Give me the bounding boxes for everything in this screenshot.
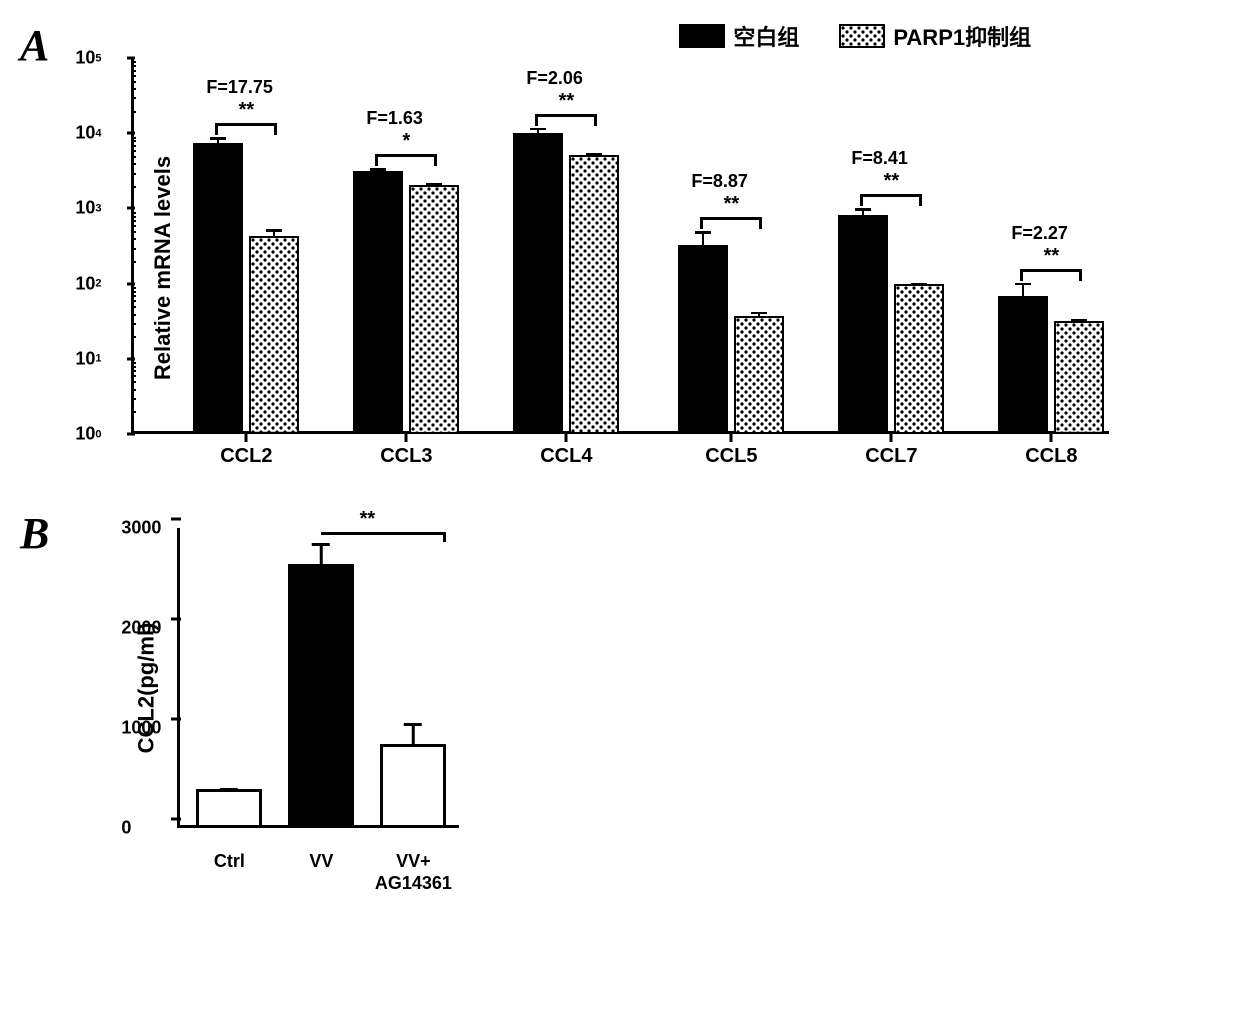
- x-category-label: CCL5: [705, 445, 757, 468]
- x-category-label: VV: [309, 852, 333, 872]
- x-tick-a: [245, 434, 248, 442]
- legend-item-parp1: PARP1抑制组: [839, 20, 1031, 52]
- sig-bracket: [860, 194, 922, 197]
- f-stat-label: F=2.06: [526, 68, 583, 89]
- sig-star: **: [239, 99, 255, 122]
- f-stat-label: F=8.87: [691, 171, 748, 192]
- bar: [894, 284, 944, 434]
- y-tick-b: 3000: [121, 518, 161, 539]
- sig-bracket: [215, 123, 277, 126]
- sig-bracket: [1020, 269, 1082, 272]
- chart-a: Relative mRNA levels 100101102103104105 …: [59, 58, 1109, 478]
- y-tick-a: 104: [75, 123, 101, 144]
- bar: [249, 236, 299, 434]
- bar: [513, 133, 563, 434]
- legend-item-blank: 空白组: [679, 20, 799, 52]
- y-tick-a: 105: [75, 48, 101, 69]
- x-category-label: AG14361: [375, 874, 452, 894]
- bar-group: [353, 171, 459, 434]
- bar: [196, 789, 262, 828]
- legend-swatch-pattern: [839, 24, 885, 48]
- sig-star: **: [884, 170, 900, 193]
- bar-group: [513, 133, 619, 434]
- y-tick-a: 101: [75, 348, 101, 369]
- bar: [288, 564, 354, 828]
- bar: [409, 185, 459, 434]
- bar: [193, 143, 243, 434]
- x-tick-a: [730, 434, 733, 442]
- y-tick-b: 0: [121, 818, 131, 839]
- bar: [734, 316, 784, 434]
- sig-bracket: [535, 114, 597, 117]
- sig-bracket: [375, 154, 437, 157]
- bar: [678, 245, 728, 435]
- panel-a-label: A: [20, 20, 49, 71]
- bar-group: [998, 296, 1104, 434]
- sig-star: **: [559, 90, 575, 113]
- bar: [1054, 321, 1104, 434]
- y-tick-b: 1000: [121, 718, 161, 739]
- bar: [380, 744, 446, 828]
- legend-label-parp1: PARP1抑制组: [893, 20, 1031, 52]
- y-tick-b: 2000: [121, 618, 161, 639]
- bar-group: [678, 245, 784, 435]
- legend-label-blank: 空白组: [733, 20, 799, 52]
- x-category-label: CCL2: [220, 445, 272, 468]
- f-stat-label: F=8.41: [851, 148, 908, 169]
- sig-star: **: [724, 193, 740, 216]
- sig-bracket: [700, 217, 762, 220]
- sig-star: **: [1044, 245, 1060, 268]
- sig-star: **: [360, 508, 376, 531]
- panel-b-label: B: [20, 508, 49, 559]
- y-tick-a: 100: [75, 424, 101, 445]
- chart-b: CCL2(pg/ml) 0100020003000 CtrlVVVV+AG143…: [109, 508, 469, 918]
- f-stat-label: F=2.27: [1011, 223, 1068, 244]
- f-stat-label: F=17.75: [206, 77, 273, 98]
- legend-swatch-solid: [679, 24, 725, 48]
- x-category-label: Ctrl: [214, 852, 245, 872]
- x-category-label: CCL4: [540, 445, 592, 468]
- x-tick-a: [565, 434, 568, 442]
- bar-group: [193, 143, 299, 434]
- x-tick-a: [405, 434, 408, 442]
- bar: [838, 215, 888, 434]
- sig-star: *: [402, 130, 410, 153]
- x-category-label: VV+: [396, 852, 431, 872]
- y-tick-a: 103: [75, 198, 101, 219]
- y-tick-a: 102: [75, 273, 101, 294]
- x-tick-a: [1050, 434, 1053, 442]
- x-category-label: CCL3: [380, 445, 432, 468]
- bar: [569, 155, 619, 434]
- bars-area-a: [131, 58, 1109, 434]
- bar: [998, 296, 1048, 434]
- sig-line: [321, 532, 446, 535]
- x-tick-a: [890, 434, 893, 442]
- bar: [353, 171, 403, 434]
- x-category-label: CCL8: [1025, 445, 1077, 468]
- bars-area-b: [177, 528, 459, 828]
- f-stat-label: F=1.63: [366, 108, 423, 129]
- x-category-label: CCL7: [865, 445, 917, 468]
- bar-group: [838, 215, 944, 434]
- legend-a: 空白组 PARP1抑制组: [679, 20, 1109, 52]
